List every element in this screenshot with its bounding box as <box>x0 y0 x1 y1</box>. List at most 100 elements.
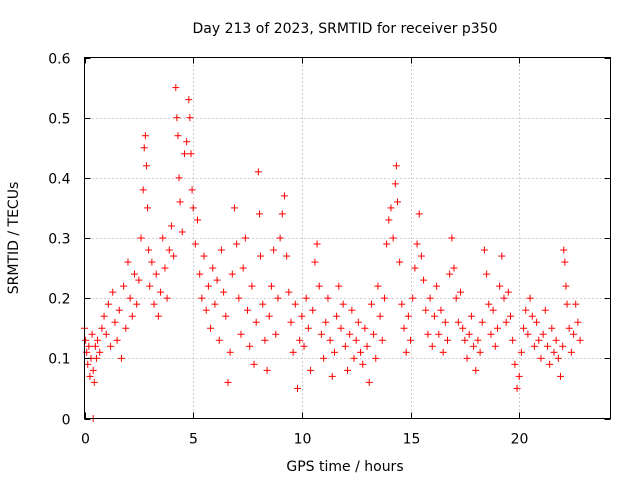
data-point <box>326 336 334 344</box>
data-point <box>322 318 330 326</box>
data-point <box>352 336 360 344</box>
data-point <box>350 354 358 362</box>
x-tick-label: 10 <box>294 432 312 448</box>
data-point <box>165 246 173 254</box>
data-point <box>415 210 423 218</box>
data-point <box>187 150 195 158</box>
data-point <box>100 312 108 320</box>
data-point <box>446 270 454 278</box>
data-point <box>226 348 234 356</box>
data-point <box>344 366 351 374</box>
data-point <box>478 318 486 326</box>
data-point <box>461 336 469 344</box>
data-point <box>496 282 504 290</box>
data-point <box>111 318 119 326</box>
data-point <box>254 168 262 176</box>
data-point <box>159 234 167 242</box>
data-point <box>535 336 543 344</box>
data-point <box>248 282 256 290</box>
data-point <box>537 354 545 362</box>
data-point <box>280 192 288 200</box>
data-point <box>170 252 178 260</box>
data-point <box>548 324 556 332</box>
data-point <box>270 246 278 254</box>
data-point <box>283 252 291 260</box>
data-point <box>289 348 297 356</box>
data-point <box>392 162 400 170</box>
data-point <box>140 144 148 152</box>
data-point <box>91 342 99 350</box>
data-point <box>324 294 332 302</box>
data-point <box>380 294 388 302</box>
data-point <box>563 300 571 308</box>
data-point <box>224 378 232 386</box>
x-tick-label: 5 <box>189 432 198 448</box>
data-point <box>330 348 338 356</box>
data-point <box>183 138 191 146</box>
data-point <box>255 210 263 218</box>
data-point <box>146 282 154 290</box>
x-tick-labels: 0 5 10 15 20 <box>81 432 528 448</box>
data-point <box>339 300 347 308</box>
data-point <box>109 288 117 296</box>
data-point <box>365 378 373 386</box>
data-point <box>107 342 115 350</box>
data-point <box>546 360 554 368</box>
data-point <box>509 336 517 344</box>
data-point <box>459 324 467 332</box>
data-point <box>413 240 421 248</box>
data-point <box>267 282 275 290</box>
chart-title: Day 213 of 2023, SRMTID for receiver p35… <box>192 21 497 37</box>
data-point <box>524 330 532 338</box>
data-point <box>341 342 349 350</box>
data-point <box>276 234 284 242</box>
data-point <box>500 294 508 302</box>
data-point <box>237 330 245 338</box>
y-tick-labels: 0 0.1 0.2 0.3 0.4 0.5 0.6 <box>48 52 70 429</box>
data-point <box>265 312 273 320</box>
data-point <box>404 312 412 320</box>
data-point <box>133 300 141 308</box>
data-point <box>259 300 267 308</box>
data-point <box>173 114 181 122</box>
data-point <box>357 348 365 356</box>
data-point <box>533 318 541 326</box>
data-point <box>92 354 100 362</box>
data-point <box>294 384 302 392</box>
data-point <box>520 324 528 332</box>
data-point <box>141 132 149 140</box>
data-point <box>560 246 568 254</box>
x-tick-label: 0 <box>81 432 90 448</box>
data-point <box>145 246 153 254</box>
data-point <box>467 312 475 320</box>
data-point <box>359 360 367 368</box>
data-point <box>333 312 341 320</box>
data-point <box>300 342 308 350</box>
data-point <box>426 294 434 302</box>
data-point <box>391 180 399 188</box>
data-point <box>235 294 243 302</box>
data-point <box>257 252 265 260</box>
data-point <box>142 162 150 170</box>
data-point <box>302 294 310 302</box>
data-point <box>228 270 236 278</box>
data-point <box>96 348 104 356</box>
data-point <box>543 342 551 350</box>
y-tick-label: 0 <box>62 413 71 429</box>
data-point <box>561 258 569 266</box>
data-point <box>376 312 384 320</box>
data-point <box>163 294 171 302</box>
data-point <box>86 372 94 380</box>
data-point <box>186 114 194 122</box>
data-point <box>489 306 497 314</box>
data-point <box>565 324 573 332</box>
data-point <box>317 330 325 338</box>
data-point <box>152 270 160 278</box>
data-point <box>217 246 225 254</box>
data-point <box>246 342 254 350</box>
data-point <box>315 282 323 290</box>
data-point <box>370 330 378 338</box>
data-point <box>85 342 93 350</box>
data-point <box>250 360 258 368</box>
data-point <box>550 348 558 356</box>
